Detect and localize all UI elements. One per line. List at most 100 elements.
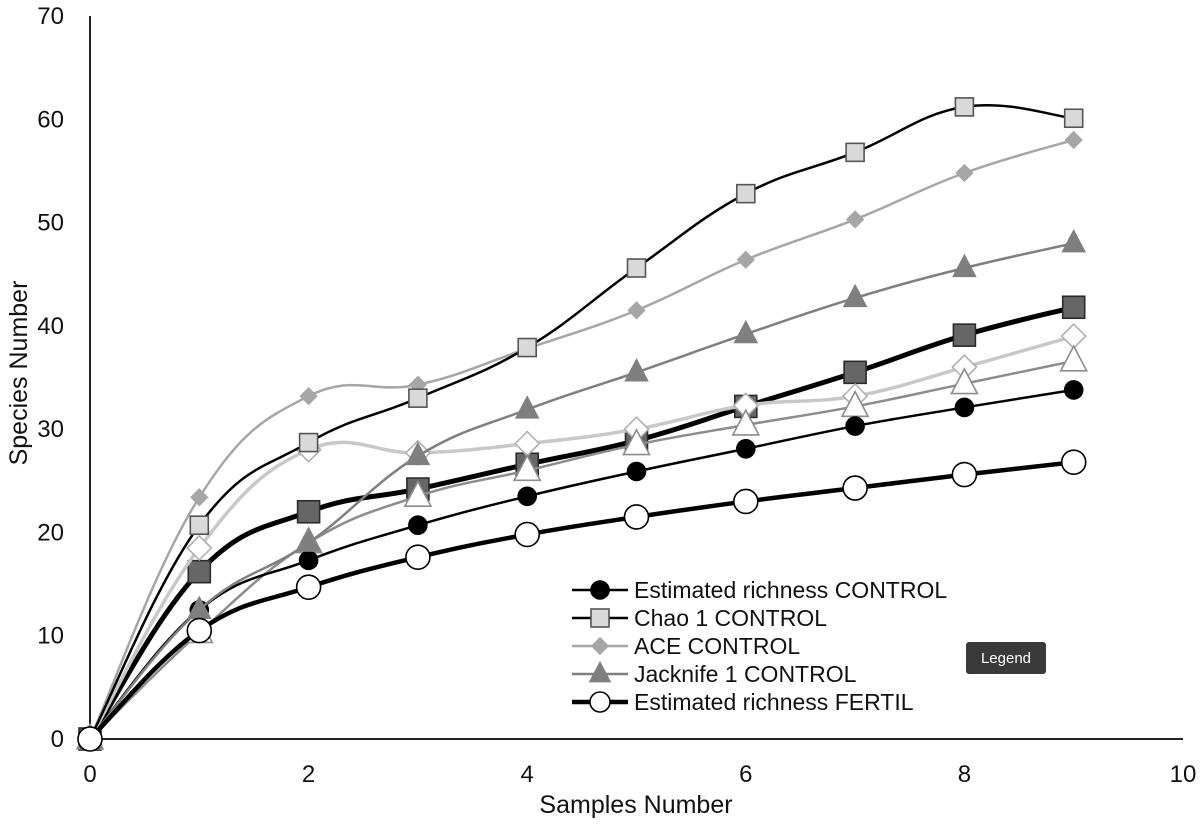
data-point xyxy=(405,441,431,466)
data-point xyxy=(954,397,975,418)
data-point xyxy=(732,488,759,515)
data-point xyxy=(624,358,649,382)
data-point xyxy=(190,488,209,507)
legend-item[interactable]: Chao 1 CONTROL xyxy=(572,605,827,631)
data-point xyxy=(622,428,651,456)
data-point xyxy=(626,461,647,482)
data-point xyxy=(403,479,433,507)
data-point xyxy=(736,250,755,269)
x-tick-label: 8 xyxy=(958,761,971,788)
legend-item[interactable]: ACE CONTROL xyxy=(572,633,800,659)
series-line xyxy=(87,304,1075,741)
x-tick-label: 10 xyxy=(1170,761,1197,788)
y-tick-label: 60 xyxy=(37,106,64,133)
data-point xyxy=(845,210,865,229)
data-point xyxy=(296,528,321,552)
legend-item[interactable]: Estimated richness FERTIL xyxy=(572,689,914,715)
legend-marker xyxy=(590,580,610,600)
data-point xyxy=(843,360,867,385)
data-point xyxy=(299,386,318,406)
series-line xyxy=(88,138,1075,740)
y-tick-label: 30 xyxy=(37,416,64,443)
series-layer xyxy=(75,97,1089,753)
y-tick-label: 50 xyxy=(37,210,64,237)
data-point xyxy=(296,499,321,524)
series-line xyxy=(88,459,1074,741)
data-point xyxy=(623,504,650,530)
y-tick-label: 0 xyxy=(51,726,64,753)
series-line xyxy=(89,388,1074,740)
data-point xyxy=(842,475,868,501)
x-tick-label: 4 xyxy=(521,761,534,788)
data-point xyxy=(514,430,541,457)
legend-marker xyxy=(588,660,612,683)
y-tick-label: 10 xyxy=(37,623,64,650)
legend-tooltip: Legend xyxy=(966,642,1046,674)
series-6 xyxy=(76,323,1087,753)
x-tick-label: 2 xyxy=(302,761,315,788)
legend-label: Jacknife 1 CONTROL xyxy=(634,661,857,687)
series-line xyxy=(89,359,1074,740)
data-point xyxy=(514,521,541,548)
y-tick-label: 70 xyxy=(37,3,64,30)
data-point xyxy=(626,258,647,278)
data-point xyxy=(186,534,213,562)
y-axis-title: Species Number xyxy=(5,281,33,466)
axes: 0 10 20 30 40 50 60 70 0 2 4 6 8 10 xyxy=(37,3,1196,788)
legend-marker xyxy=(589,691,611,713)
data-point xyxy=(735,438,756,459)
data-point xyxy=(517,486,538,507)
series-line xyxy=(88,334,1075,740)
series-line xyxy=(88,103,1074,740)
data-point xyxy=(408,515,428,535)
data-point xyxy=(298,432,319,453)
series-2 xyxy=(80,130,1083,749)
data-point xyxy=(627,301,646,320)
legend-label: Chao 1 CONTROL xyxy=(634,605,827,631)
data-point xyxy=(512,453,542,482)
data-point xyxy=(731,408,761,436)
data-point xyxy=(735,183,756,204)
legend-item[interactable]: Jacknife 1 CONTROL xyxy=(572,660,857,687)
data-point xyxy=(408,388,428,408)
data-point xyxy=(845,416,865,436)
series-line xyxy=(89,242,1074,740)
y-tick-label: 20 xyxy=(37,519,64,546)
data-point xyxy=(1061,228,1087,253)
legend-marker xyxy=(590,636,610,656)
x-axis-title: Samples Number xyxy=(539,791,732,819)
y-tick-label: 40 xyxy=(37,313,64,340)
data-point xyxy=(514,395,540,419)
legend-label: Estimated richness FERTIL xyxy=(634,689,914,715)
data-point xyxy=(189,515,210,535)
data-point xyxy=(1061,295,1086,320)
data-point xyxy=(955,163,974,183)
data-point xyxy=(298,550,319,571)
legend-marker xyxy=(590,608,610,628)
data-point xyxy=(295,574,322,600)
data-point xyxy=(77,726,103,752)
data-point xyxy=(842,283,868,308)
data-point xyxy=(1060,449,1087,475)
data-point xyxy=(952,253,977,278)
data-point xyxy=(1064,130,1083,150)
data-point xyxy=(187,559,212,584)
x-tick-label: 6 xyxy=(739,761,752,788)
series-1 xyxy=(80,97,1084,749)
data-point xyxy=(954,97,975,117)
data-point xyxy=(186,617,213,644)
x-tick-label: 0 xyxy=(83,761,96,788)
legend-label: Estimated richness CONTROL xyxy=(634,577,947,603)
series-4 xyxy=(77,449,1087,752)
legend-label: ACE CONTROL xyxy=(634,633,800,659)
data-point xyxy=(1063,108,1084,129)
data-point xyxy=(733,319,759,344)
legend-item[interactable]: Estimated richness CONTROL xyxy=(572,577,947,603)
data-point xyxy=(1059,344,1089,372)
data-point xyxy=(405,544,431,571)
data-point xyxy=(952,323,977,347)
data-point xyxy=(517,337,538,358)
data-point xyxy=(950,367,979,395)
